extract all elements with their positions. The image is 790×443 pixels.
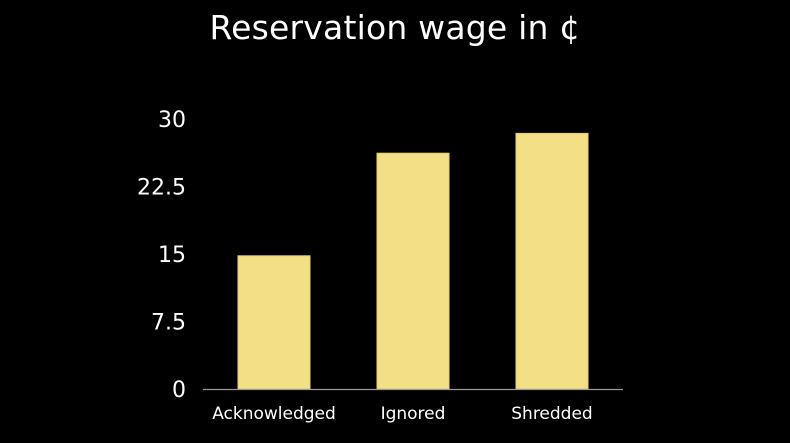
y-tick-label: 30 bbox=[158, 108, 186, 133]
x-category-label: Shredded bbox=[511, 404, 592, 424]
bar-acknowledged bbox=[237, 255, 311, 390]
y-tick-label: 15 bbox=[158, 243, 186, 268]
y-tick-label: 0 bbox=[172, 378, 186, 403]
x-category-label: Acknowledged bbox=[212, 404, 336, 424]
x-category-label: Ignored bbox=[381, 404, 446, 424]
bar-shredded bbox=[515, 132, 589, 390]
y-tick-label: 7.5 bbox=[151, 311, 186, 336]
chart-title: Reservation wage in ¢ bbox=[209, 8, 581, 47]
y-tick-label: 22.5 bbox=[137, 176, 186, 201]
bar-ignored bbox=[376, 152, 450, 390]
